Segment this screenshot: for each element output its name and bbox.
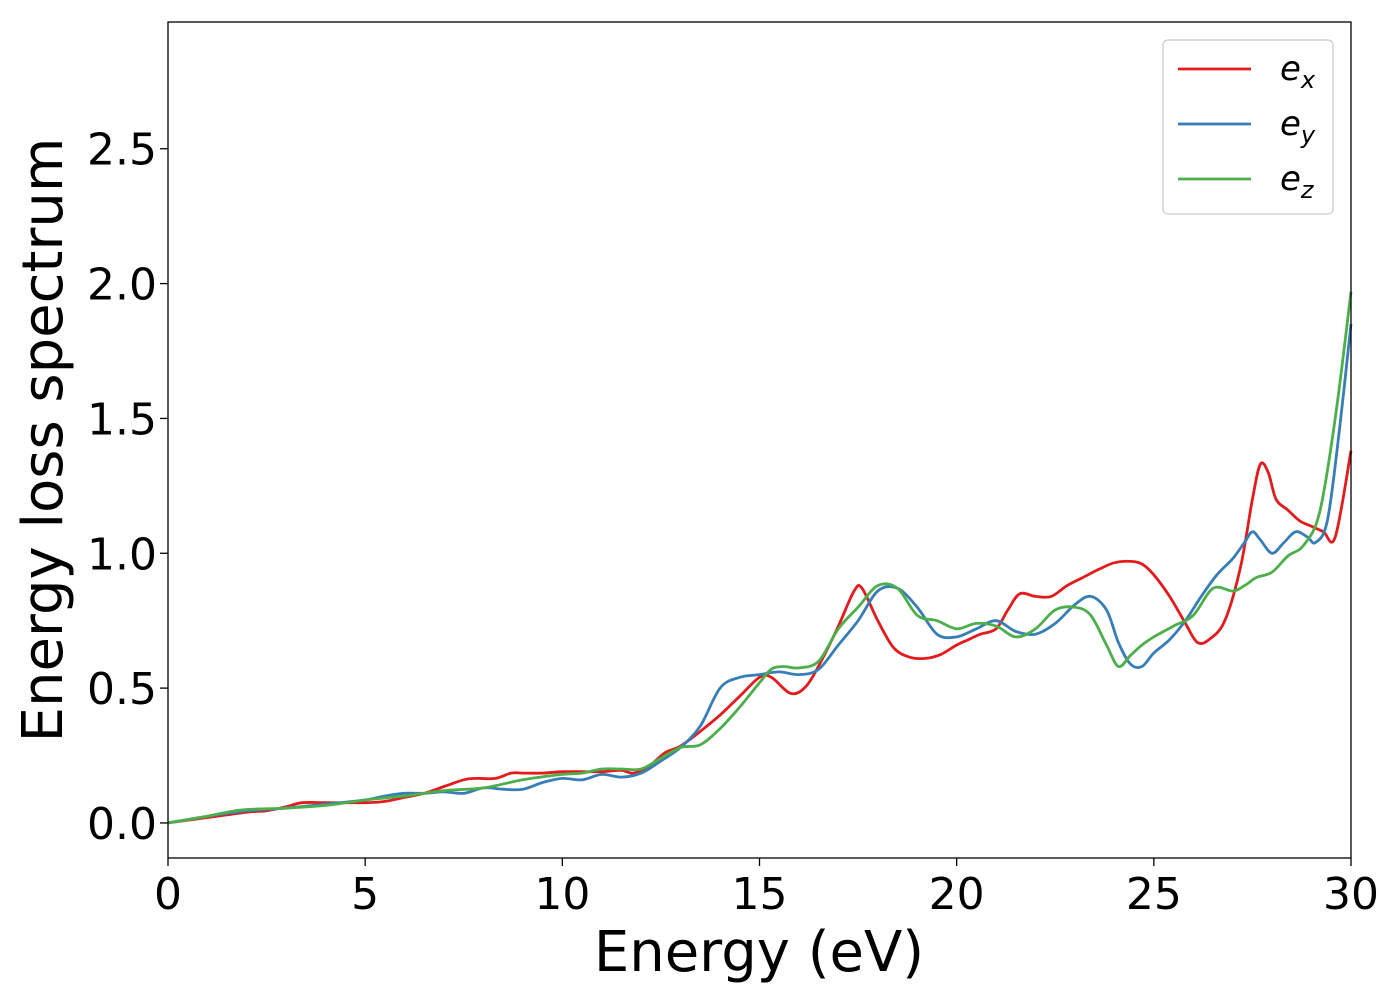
x-tick-label: 0 (154, 869, 182, 920)
series-line-x (167, 450, 1353, 825)
y-tick-label: 2.0 (87, 260, 157, 311)
y-axis-ticks: 0.0 0.5 1.0 1.5 2.0 2.5 (87, 125, 168, 850)
x-tick-label: 10 (534, 869, 590, 920)
plot-area (168, 22, 1351, 858)
y-axis-title: Energy loss spectrum (11, 138, 76, 743)
x-tick-label: 15 (732, 869, 788, 920)
series-lines (167, 291, 1353, 825)
y-tick-label: 0.5 (87, 664, 157, 715)
y-tick-label: 2.5 (87, 125, 157, 176)
y-tick-label: 0.0 (87, 799, 157, 850)
series-line-z (167, 291, 1353, 825)
legend-label-x: ex (1280, 49, 1316, 94)
x-tick-label: 25 (1126, 869, 1182, 920)
y-tick-label: 1.5 (87, 394, 157, 445)
legend: ex ey ez (1162, 39, 1334, 215)
legend-label-y: ey (1280, 104, 1316, 149)
x-axis-title: Energy (eV) (594, 920, 924, 985)
x-tick-label: 30 (1323, 869, 1379, 920)
x-tick-label: 5 (351, 869, 379, 920)
legend-box (1162, 39, 1334, 215)
legend-label-z: ez (1280, 159, 1315, 204)
y-tick-label: 1.0 (87, 529, 157, 580)
x-axis-ticks: 0 5 10 15 20 25 30 (154, 858, 1379, 920)
x-tick-label: 20 (929, 869, 985, 920)
